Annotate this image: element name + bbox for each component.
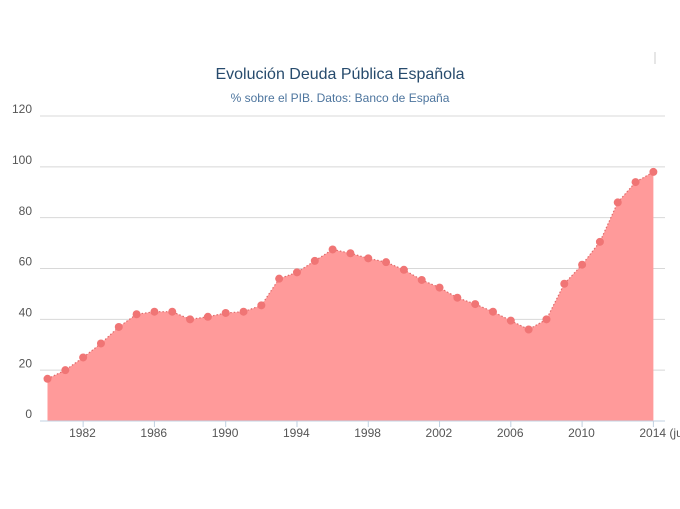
- x-tick-label: 1982: [69, 426, 96, 440]
- point: [257, 301, 266, 310]
- area: [47, 171, 654, 421]
- point: [79, 353, 88, 362]
- point: [132, 310, 141, 319]
- point: [613, 198, 622, 207]
- x-tick-label: 1994: [283, 426, 310, 440]
- point: [275, 274, 284, 283]
- y-tick-label: 60: [19, 255, 33, 269]
- point: [310, 256, 319, 265]
- point: [221, 308, 230, 317]
- x-tick-label: 1998: [354, 426, 381, 440]
- point: [453, 293, 462, 302]
- point: [595, 237, 604, 246]
- x-tick-label: 2002: [426, 426, 453, 440]
- point: [649, 167, 658, 176]
- point: [43, 374, 52, 383]
- point: [560, 279, 569, 288]
- point: [346, 249, 355, 258]
- point: [435, 283, 444, 292]
- point: [382, 258, 391, 267]
- y-tick-label: 100: [12, 153, 32, 167]
- point: [328, 245, 337, 254]
- x-tick-label: 2006: [497, 426, 524, 440]
- point: [364, 254, 373, 263]
- y-tick-label: 0: [25, 407, 32, 421]
- chart-subtitle: % sobre el PIB. Datos: Banco de España: [231, 91, 450, 105]
- point: [61, 366, 70, 375]
- x-tick-label: 1986: [140, 426, 167, 440]
- point: [186, 315, 195, 324]
- point: [417, 275, 426, 284]
- point: [114, 322, 123, 331]
- point: [96, 339, 105, 348]
- y-tick-label: 120: [12, 102, 32, 116]
- point: [239, 307, 248, 316]
- point: [489, 307, 497, 316]
- point: [292, 268, 301, 277]
- y-tick-label: 80: [19, 204, 33, 218]
- y-tick-label: 20: [19, 356, 33, 370]
- point: [399, 265, 408, 274]
- point: [578, 260, 587, 269]
- x-tick-label: 2010: [568, 426, 595, 440]
- x-tick-label: 1990: [212, 426, 239, 440]
- point: [203, 312, 212, 321]
- point: [471, 300, 480, 309]
- x-tick-label: 2014 (jul): [639, 426, 680, 440]
- point: [542, 315, 551, 324]
- point: [631, 178, 640, 187]
- point: [168, 307, 177, 316]
- y-tick-label: 40: [19, 306, 33, 320]
- point: [506, 316, 515, 325]
- point: [524, 325, 533, 334]
- point: [150, 307, 159, 316]
- chart-title: Evolución Deuda Pública Española: [215, 66, 464, 83]
